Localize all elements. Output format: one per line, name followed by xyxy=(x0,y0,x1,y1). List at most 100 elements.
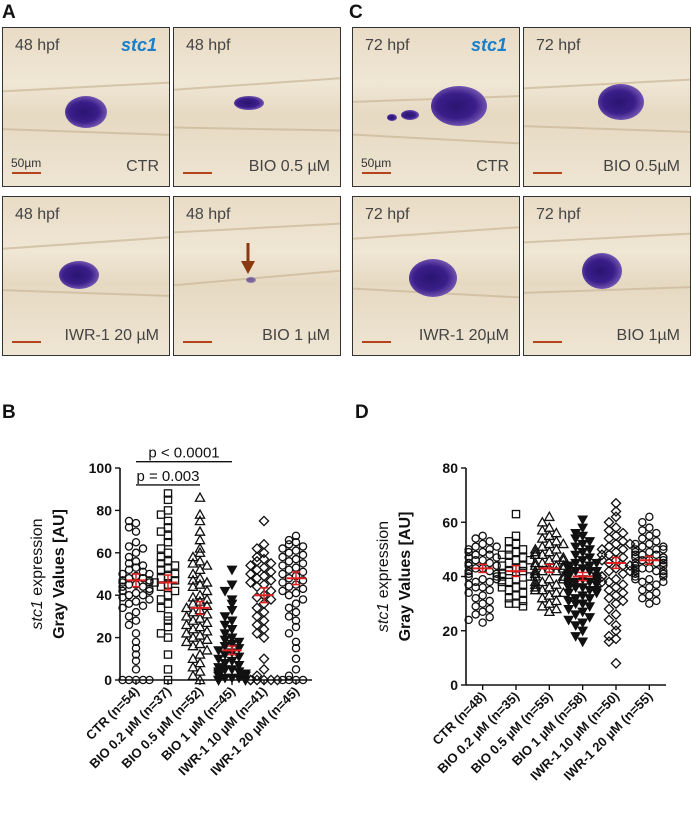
y-tick-label: 60 xyxy=(442,514,458,530)
data-point xyxy=(603,592,615,604)
data-point xyxy=(170,586,180,596)
data-point xyxy=(464,572,473,581)
data-point xyxy=(284,671,294,681)
data-point xyxy=(118,569,127,579)
data-point xyxy=(584,594,596,604)
series-group xyxy=(150,489,180,685)
y-tick-label: 0 xyxy=(104,672,112,688)
data-point xyxy=(511,599,521,608)
data-point xyxy=(226,580,238,591)
data-point xyxy=(226,605,238,616)
data-point xyxy=(194,589,206,600)
data-point xyxy=(645,583,654,592)
data-point xyxy=(131,548,141,558)
data-point xyxy=(570,577,582,588)
data-point xyxy=(464,558,473,568)
data-point xyxy=(284,675,294,685)
data-point xyxy=(163,616,173,625)
data-point xyxy=(201,593,213,604)
data-point xyxy=(610,589,622,602)
data-point xyxy=(156,629,166,638)
data-point xyxy=(631,566,640,576)
data-point xyxy=(298,576,308,585)
data-point xyxy=(497,572,507,581)
data-point xyxy=(124,675,134,685)
data-point xyxy=(194,572,206,583)
data-point xyxy=(570,534,582,545)
data-point xyxy=(584,561,596,572)
data-point xyxy=(563,615,575,626)
data-point xyxy=(145,595,154,604)
data-point xyxy=(163,599,173,608)
data-point xyxy=(624,538,636,550)
data-point xyxy=(187,669,199,681)
data-point xyxy=(631,558,640,568)
data-point xyxy=(577,531,589,542)
data-point xyxy=(284,582,294,591)
series-group xyxy=(464,531,501,627)
data-point xyxy=(284,612,294,621)
data-point xyxy=(291,622,301,632)
data-point xyxy=(570,599,582,610)
data-point xyxy=(645,574,654,584)
data-point xyxy=(638,564,647,573)
data-point xyxy=(219,586,231,597)
data-point xyxy=(187,580,199,591)
scale-label: 50µm xyxy=(11,156,42,170)
data-point xyxy=(265,593,277,605)
data-point xyxy=(504,585,514,595)
data-point xyxy=(577,515,589,526)
data-point xyxy=(284,540,294,549)
data-point xyxy=(278,578,287,587)
data-point xyxy=(278,561,287,570)
data-point xyxy=(577,599,589,610)
condition-label: CTR xyxy=(126,158,159,175)
data-point xyxy=(471,542,480,551)
data-point xyxy=(659,577,668,587)
data-point xyxy=(464,553,473,562)
data-point xyxy=(504,577,514,587)
data-point xyxy=(492,574,501,584)
data-point xyxy=(518,596,528,606)
data-point xyxy=(187,557,199,568)
data-point xyxy=(145,675,154,685)
data-point xyxy=(603,541,615,553)
data-point xyxy=(577,523,589,534)
data-point xyxy=(478,574,487,584)
data-point xyxy=(645,539,654,549)
data-point xyxy=(570,550,582,561)
data-point xyxy=(284,603,294,613)
data-point xyxy=(187,591,199,602)
data-point xyxy=(610,573,622,585)
data-point xyxy=(226,673,238,684)
data-point xyxy=(659,572,668,581)
condition-label: IWR-1 20 µM xyxy=(64,327,159,344)
gene-label: stc1 xyxy=(120,35,157,55)
data-point xyxy=(464,580,473,589)
data-point xyxy=(631,553,640,562)
data-point xyxy=(213,675,225,686)
data-point xyxy=(529,567,542,579)
series-group xyxy=(497,509,535,611)
scale-bar xyxy=(362,341,391,343)
scale-bar xyxy=(183,172,212,174)
data-point xyxy=(471,534,480,543)
data-point xyxy=(170,561,180,570)
p-value-label: p < 0.0001 xyxy=(148,445,219,462)
data-point xyxy=(258,653,270,665)
data-point xyxy=(131,588,141,598)
data-point xyxy=(631,547,640,557)
data-point xyxy=(518,545,528,554)
data-point xyxy=(194,491,206,502)
data-point xyxy=(563,561,575,572)
data-point xyxy=(570,610,582,621)
data-point xyxy=(298,584,308,594)
data-point xyxy=(291,546,301,555)
data-point xyxy=(118,586,127,596)
data-point xyxy=(596,576,608,588)
data-point xyxy=(603,584,615,596)
data-point xyxy=(163,548,173,558)
time-label: 48 hpf xyxy=(15,37,60,54)
time-label: 72 hpf xyxy=(536,206,581,223)
data-point xyxy=(610,657,622,669)
